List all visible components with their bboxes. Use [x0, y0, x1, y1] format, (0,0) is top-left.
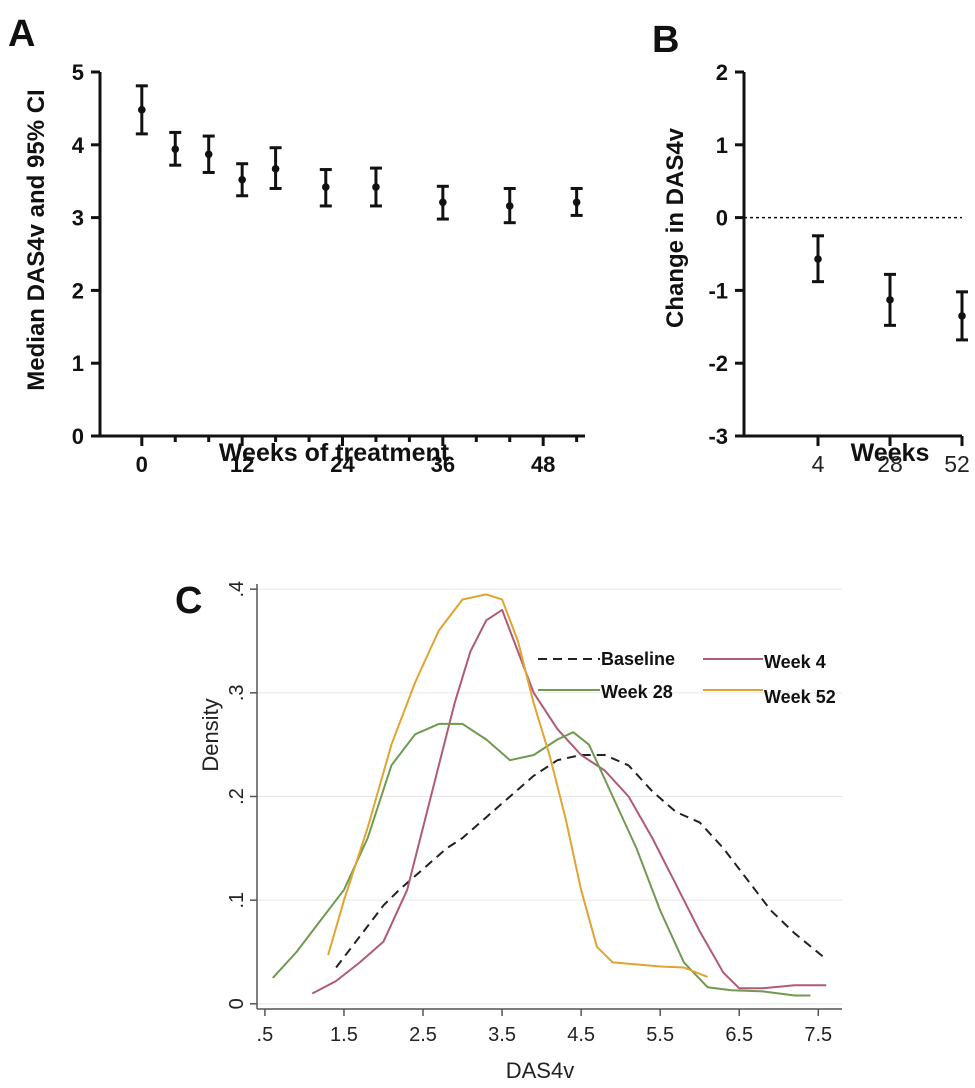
panel-a-point-8	[505, 202, 514, 210]
panel-a-point-4	[271, 165, 280, 173]
panel-label-c: C	[175, 580, 202, 622]
panel-c-xlabel: DAS4v	[506, 1058, 574, 1083]
panel-a-point-9	[572, 198, 581, 207]
panel-a-point-7	[439, 198, 447, 207]
panel-a-point-1	[171, 145, 180, 153]
panel-c-series-week-4	[311, 608, 827, 995]
panel-a-point-5	[321, 183, 330, 191]
panel-a-point-3	[238, 175, 246, 184]
panel-b-point-2	[958, 312, 966, 320]
panel-a-ytick-label-0: 0	[72, 424, 84, 449]
panel-b-ytick-label-5: 2	[716, 60, 728, 85]
panel-c-legend-label-3: Week 52	[764, 687, 836, 707]
panel-a-ytick-label-5: 5	[72, 60, 84, 85]
panel-c-ylabel: Density	[198, 698, 223, 771]
panel-label-a: A	[8, 13, 35, 55]
panel-a-xtick-label-1: 12	[230, 452, 254, 477]
panel-label-b: B	[652, 19, 679, 61]
panel-a-xtick-label-0: 0	[136, 452, 148, 477]
panel-a-point-2	[204, 150, 213, 159]
panel-c-xtick-label-6: 6.5	[725, 1024, 753, 1046]
panel-a-xtick-label-2: 24	[330, 452, 355, 477]
panel-c-chart: Density DAS4v 0 .1 .2 .3 .4 .5 1.5 2.5 3.5 4.5 5.5…	[198, 581, 842, 1083]
panel-c-ytick-label-1: .1	[226, 892, 248, 909]
panel-a-point-0	[138, 106, 146, 114]
panel-b-ytick-label-4: 1	[716, 133, 728, 158]
panel-b-xtick-label-0: 4	[812, 451, 825, 477]
panel-c-xtick-label-0: .5	[257, 1024, 274, 1046]
panel-b-xtick-label-2: 52	[944, 451, 970, 477]
panel-b-point-0	[814, 255, 822, 263]
panel-c-ytick-label-0: 0	[226, 998, 248, 1009]
panel-b-ytick-label-0: -3	[708, 424, 728, 449]
panel-a-ytick-label-2: 2	[72, 278, 84, 303]
panel-b-ytick-label-1: -2	[708, 351, 728, 376]
panel-a-chart: Median DAS4v and 95% CI Weeks of treatme…	[23, 60, 585, 477]
panel-c-legend-label-2: Week 28	[601, 682, 673, 702]
panel-c-ytick-label-4: .4	[226, 581, 248, 598]
panel-c-xtick-label-7: 7.5	[804, 1024, 832, 1046]
panel-c-xtick-label-4: 4.5	[567, 1024, 595, 1046]
panel-b-point-1	[886, 296, 894, 304]
panel-b-ylabel: Change in DAS4v	[662, 127, 689, 328]
panel-c-ytick-label-2: .2	[226, 788, 248, 805]
panel-a-point-6	[372, 183, 380, 191]
panel-c-xtick-label-5: 5.5	[646, 1024, 674, 1046]
panel-c-xtick-label-1: 1.5	[330, 1024, 358, 1046]
panel-a-ytick-label-1: 1	[72, 351, 84, 376]
panel-c-xtick-label-2: 2.5	[409, 1024, 437, 1046]
panel-c-series-week-28	[272, 722, 811, 997]
panel-c-series-week-52	[327, 593, 708, 978]
panel-a-xtick-label-4: 48	[531, 452, 555, 477]
panel-a-xtick-label-3: 36	[431, 452, 455, 477]
panel-c-legend-label-1: Week 4	[764, 652, 826, 672]
panel-c-legend-label-0: Baseline	[601, 649, 675, 669]
panel-b-ytick-label-3: 0	[716, 206, 728, 231]
panel-c-series-baseline	[335, 754, 827, 969]
panel-b-xtick-label-1: 28	[877, 451, 903, 477]
panel-a-ytick-label-3: 3	[72, 206, 84, 231]
panel-c-xtick-label-3: 3.5	[488, 1024, 516, 1046]
panel-c-ytick-label-3: .3	[226, 684, 248, 701]
panel-a-ytick-label-4: 4	[72, 133, 85, 158]
panel-a-ylabel: Median DAS4v and 95% CI	[23, 89, 50, 390]
panel-a-xlabel: Weeks of treatment	[219, 439, 450, 467]
panel-b-ytick-label-2: -1	[708, 278, 728, 303]
